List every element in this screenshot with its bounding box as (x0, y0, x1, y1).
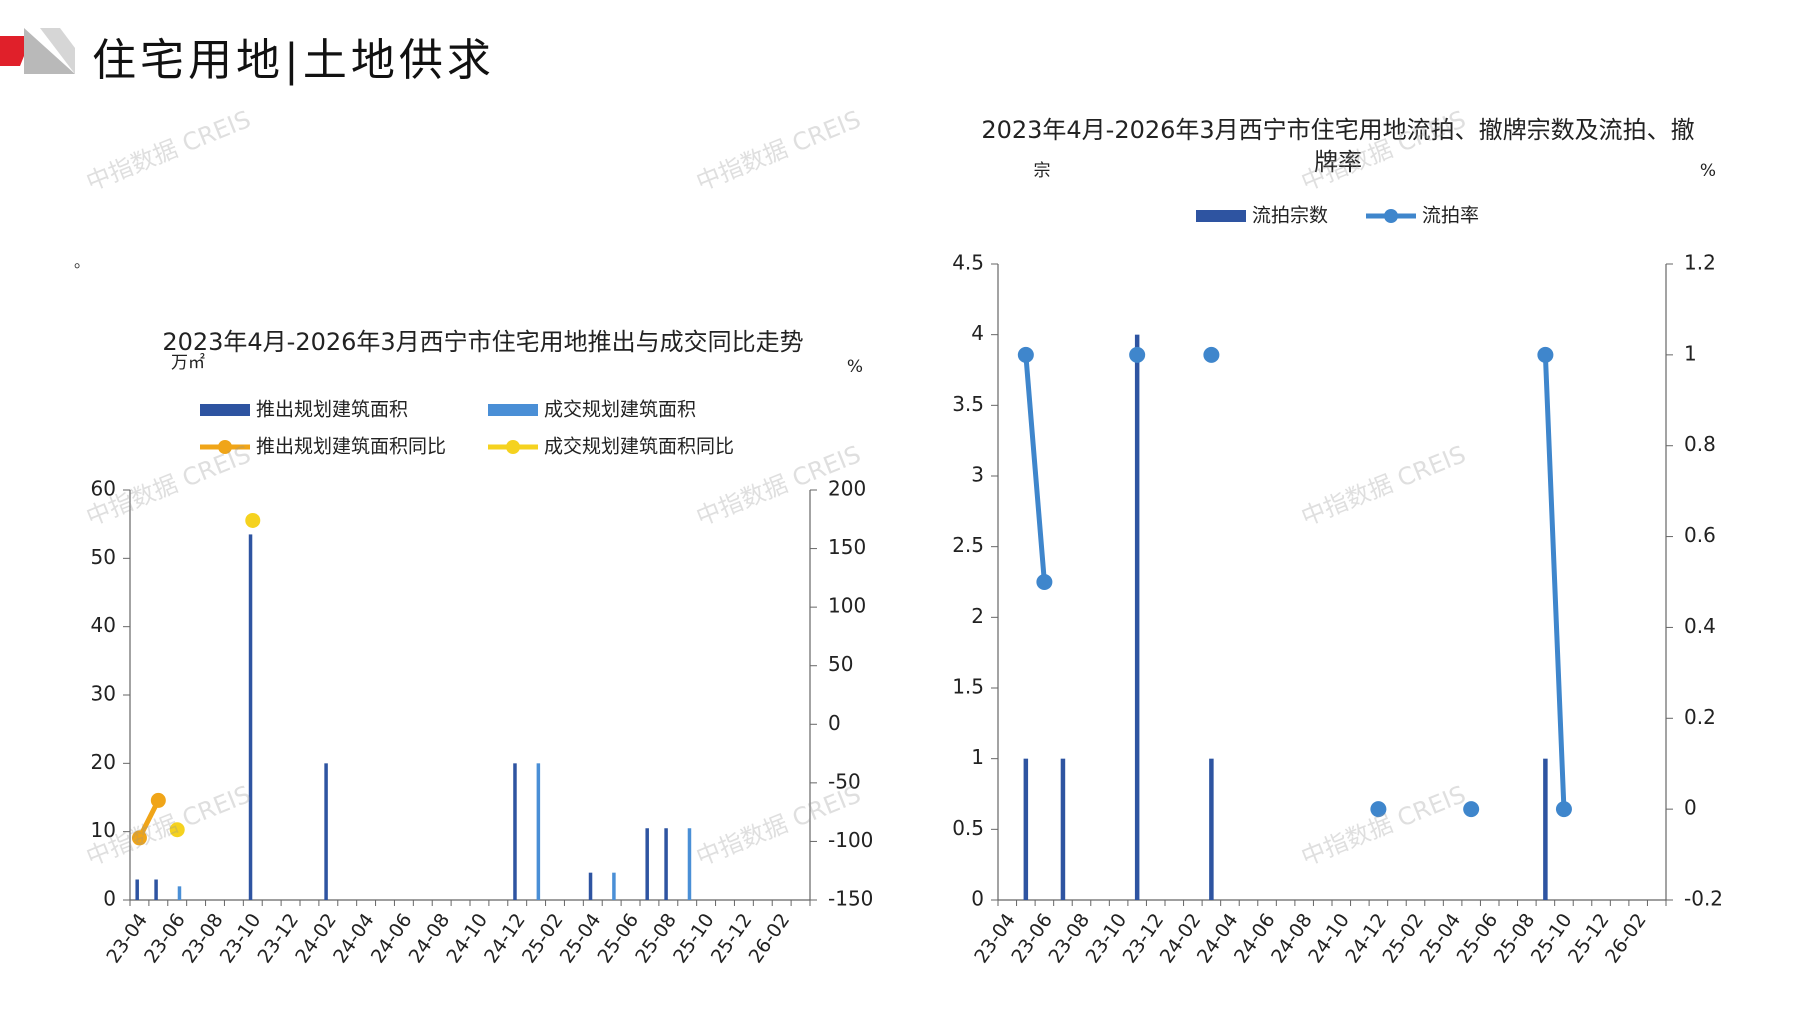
right-tick-label: -0.2 (1684, 887, 1723, 911)
legend-label-3: 推出规划建筑面积同比 (256, 436, 446, 458)
left-tick-label: 0.5 (952, 816, 984, 840)
point-3-23-05 (150, 792, 166, 808)
point-4-23-06 (169, 822, 185, 838)
bar-2-25-01 (536, 763, 541, 900)
page-title: 住宅用地|土地供求 (92, 35, 495, 86)
legend-label-1: 推出规划建筑面积 (256, 399, 408, 421)
right-axis-unit: % (847, 357, 863, 377)
left-tick-label: 2.5 (952, 533, 984, 557)
right-tick-label: 0.6 (1684, 523, 1716, 547)
left-tick-label: 1.5 (952, 675, 984, 699)
point-2-23-11 (1129, 346, 1146, 363)
point-2-25-09 (1537, 346, 1554, 363)
point-2-24-12 (1370, 801, 1387, 818)
point-2-25-05 (1463, 801, 1480, 818)
left-tick-label: 3.5 (952, 392, 984, 416)
point-4-23-10 (245, 512, 261, 528)
bar-1-24-02 (324, 763, 328, 900)
right-tick-label: 200 (828, 477, 866, 501)
left-tick-label: 1 (971, 745, 984, 769)
legend-marker-3 (218, 440, 232, 454)
bar-2-25-09 (687, 828, 692, 900)
legend-swatch-2 (488, 404, 538, 416)
left-tick-label: 40 (91, 613, 116, 637)
chart-title: 2023年4月-2026年3月西宁市住宅用地流拍、撤牌宗数及流拍、撤 (981, 116, 1694, 144)
bar-1-23-05 (154, 879, 158, 900)
bar-1-25-04 (588, 872, 593, 900)
right-tick-label: -150 (828, 887, 873, 911)
bar-1-23-05 (1023, 758, 1029, 900)
bar-1-24-03 (1209, 758, 1214, 900)
right-tick-label: 0.2 (1684, 705, 1716, 729)
right-tick-label: 0 (828, 711, 841, 735)
legend-label-2: 流拍率 (1422, 205, 1479, 227)
chart-title: 牌率 (1314, 148, 1362, 176)
legend-label-2: 成交规划建筑面积 (544, 399, 696, 421)
bar-1-25-07 (645, 828, 649, 900)
legend-swatch-1 (1196, 210, 1246, 222)
stray-punctuation: 。 (74, 252, 91, 271)
right-tick-label: 1 (1684, 341, 1697, 365)
right-tick-label: -100 (828, 828, 873, 852)
legend-marker-2 (1384, 209, 1398, 223)
left-tick-label: 0 (103, 887, 116, 911)
right-tick-label: 100 (828, 594, 866, 618)
bar-1-23-11 (1134, 334, 1140, 901)
bar-1-25-09 (1543, 758, 1548, 900)
line-2 (1542, 352, 1567, 812)
brand-logo-mark (0, 28, 75, 74)
left-tick-label: 10 (91, 818, 116, 842)
right-tick-label: 1.2 (1684, 251, 1716, 275)
point-2-24-03 (1203, 346, 1220, 363)
point-3-23-04 (131, 830, 147, 846)
left-tick-label: 60 (91, 477, 116, 501)
bar-2-23-06 (177, 886, 182, 900)
left-tick-label: 4.5 (952, 251, 984, 275)
left-tick-label: 3 (971, 463, 984, 487)
legend-label-1: 流拍宗数 (1252, 205, 1328, 227)
left-tick-label: 4 (971, 321, 984, 345)
legend-marker-4 (506, 440, 520, 454)
x-tick-label: 26-02 (745, 909, 795, 967)
point-2-23-05 (1017, 346, 1034, 363)
bar-1-23-04 (135, 879, 139, 900)
left-axis-unit: 宗 (1034, 161, 1051, 181)
left-axis-unit: 万㎡ (171, 353, 205, 373)
left-tick-label: 20 (91, 750, 116, 774)
bar-1-23-10 (248, 534, 253, 900)
bar-1-23-07 (1060, 758, 1066, 900)
left-tick-label: 2 (971, 604, 984, 628)
line-2 (1023, 352, 1047, 585)
x-tick-label: 26-02 (1601, 909, 1651, 967)
right-tick-label: 50 (828, 652, 853, 676)
right-tick-label: 0.8 (1684, 432, 1716, 456)
right-axis-unit: % (1700, 161, 1716, 181)
bar-1-25-08 (664, 828, 668, 900)
right-tick-label: 0.4 (1684, 614, 1716, 638)
right-tick-label: 0 (1684, 796, 1697, 820)
chart-title: 2023年4月-2026年3月西宁市住宅用地推出与成交同比走势 (162, 328, 803, 356)
legend-label-4: 成交规划建筑面积同比 (544, 436, 734, 458)
left-tick-label: 30 (91, 682, 116, 706)
point-2-25-10 (1555, 801, 1572, 818)
legend-swatch-1 (200, 404, 250, 416)
left-tick-label: 0 (971, 887, 984, 911)
bar-2-25-05 (612, 872, 616, 900)
bar-1-24-12 (513, 763, 517, 900)
page-header: 住宅用地|土地供求 (0, 0, 1797, 90)
right-tick-label: -50 (828, 769, 861, 793)
left-tick-label: 50 (91, 545, 116, 569)
right-tick-label: 150 (828, 535, 866, 559)
point-2-23-06 (1036, 574, 1053, 590)
